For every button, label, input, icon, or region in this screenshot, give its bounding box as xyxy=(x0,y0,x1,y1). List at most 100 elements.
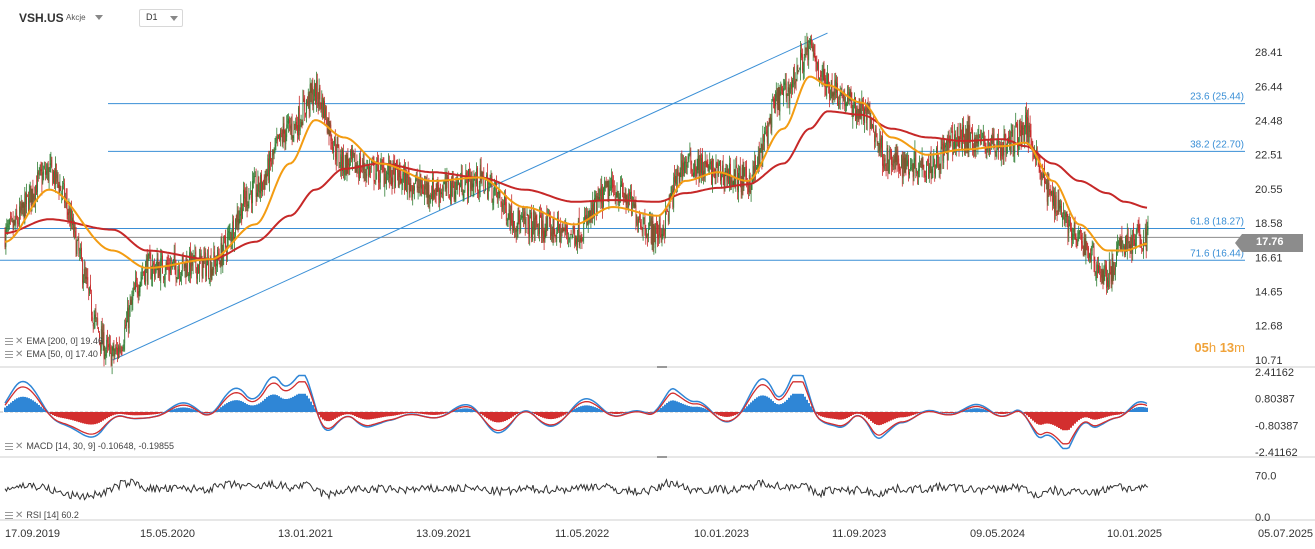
date-tick-label: 17.09.2019 xyxy=(5,528,60,540)
symbol-dropdown-icon[interactable] xyxy=(95,15,103,20)
macd-histogram-bar xyxy=(374,412,376,419)
candle-body xyxy=(555,234,557,240)
macd-histogram-bar xyxy=(810,406,812,412)
candle-body xyxy=(946,140,947,146)
candle-body xyxy=(334,136,335,146)
macd-histogram-bar xyxy=(300,393,302,412)
candle-body xyxy=(810,38,811,45)
macd-histogram-bar xyxy=(662,406,664,412)
macd-histogram-bar xyxy=(590,405,592,412)
macd-histogram-bar xyxy=(208,412,210,414)
candle-body xyxy=(631,191,632,212)
rsi-legend[interactable]: ✕ RSI [14] 60.2 xyxy=(5,510,79,521)
macd-histogram-bar xyxy=(430,412,432,415)
candle-body xyxy=(1069,220,1071,226)
candle-body xyxy=(483,175,485,190)
candle-body xyxy=(807,43,809,60)
candle-body xyxy=(858,106,860,121)
candle-body xyxy=(924,175,926,177)
candle-body xyxy=(774,98,775,109)
macd-histogram-bar xyxy=(910,412,912,416)
close-icon[interactable]: ✕ xyxy=(15,336,24,347)
macd-histogram-bar xyxy=(1032,412,1034,421)
candle-body xyxy=(312,86,314,106)
candle-body xyxy=(794,82,796,86)
candle-body xyxy=(146,258,148,282)
macd-histogram-bar xyxy=(432,412,434,415)
price-tick-label: 10.71 xyxy=(1255,355,1283,367)
close-icon[interactable]: ✕ xyxy=(15,349,24,360)
candle-body xyxy=(790,83,792,88)
macd-histogram-bar xyxy=(576,407,578,412)
candle-body xyxy=(1109,261,1111,274)
ema50-legend[interactable]: ✕ EMA [50, 0] 17.40 xyxy=(5,349,98,360)
macd-histogram-bar xyxy=(306,395,308,412)
macd-histogram-bar xyxy=(624,412,626,413)
macd-tick-label: 2.41162 xyxy=(1255,367,1294,379)
settings-icon[interactable] xyxy=(5,512,13,519)
settings-icon[interactable] xyxy=(5,338,13,345)
macd-histogram-bar xyxy=(356,412,358,417)
timeframe-select[interactable]: D1 xyxy=(139,9,183,27)
settings-icon[interactable] xyxy=(5,443,13,450)
candle-body xyxy=(1018,120,1020,142)
candle-body xyxy=(158,266,160,276)
candle-body xyxy=(1071,227,1072,240)
close-icon[interactable]: ✕ xyxy=(15,441,24,452)
macd-histogram-bar xyxy=(828,412,830,419)
macd-histogram-bar xyxy=(1052,412,1054,425)
candle-body xyxy=(29,185,31,194)
candle-body xyxy=(1003,134,1005,156)
candle-body xyxy=(319,87,321,100)
macd-histogram-bar xyxy=(368,412,370,420)
close-icon[interactable]: ✕ xyxy=(15,510,24,521)
macd-histogram-bar xyxy=(802,393,804,412)
candle-body xyxy=(782,89,783,95)
ema200-legend[interactable]: ✕ EMA [200, 0] 19.46 xyxy=(5,336,103,347)
candle-body xyxy=(1065,213,1067,218)
candle-body xyxy=(416,178,418,188)
macd-pane[interactable] xyxy=(0,374,1148,450)
candle-body xyxy=(702,154,703,177)
candle-body xyxy=(36,184,37,195)
candle-body xyxy=(160,258,162,283)
macd-histogram-bar xyxy=(882,412,884,425)
candle-body xyxy=(134,286,135,291)
price-pane[interactable]: 23.6 (25.44)38.2 (22.70)61.8 (18.27)71.6… xyxy=(0,32,1245,375)
candle-body xyxy=(1079,230,1080,235)
candle-body xyxy=(138,291,140,296)
macd-histogram-bar xyxy=(494,412,496,423)
candle-body xyxy=(999,147,1000,148)
candle-body xyxy=(227,232,229,239)
macd-histogram-bar xyxy=(120,412,122,414)
candle-body xyxy=(212,267,214,270)
candle-body xyxy=(671,191,673,197)
candle-body xyxy=(410,183,412,184)
candle-body xyxy=(658,234,659,240)
macd-histogram-bar xyxy=(564,412,566,415)
candle-body xyxy=(194,252,196,255)
macd-histogram-bar xyxy=(22,396,24,412)
macd-histogram-bar xyxy=(216,410,218,412)
candle-body xyxy=(559,224,560,234)
candle-body xyxy=(936,147,937,168)
candle-body xyxy=(1107,277,1108,287)
candle-body xyxy=(5,226,7,247)
candle-body xyxy=(586,214,587,221)
candle-body xyxy=(217,252,219,259)
candle-body xyxy=(753,167,755,176)
macd-legend[interactable]: ✕ MACD [14, 30, 9] -0.10648, -0.19855 xyxy=(5,441,174,452)
candle-body xyxy=(457,181,459,186)
candle-body xyxy=(740,185,742,193)
symbol-label[interactable]: VSH.US xyxy=(19,11,64,25)
candle-body xyxy=(577,237,578,248)
settings-icon[interactable] xyxy=(5,351,13,358)
macd-histogram-bar xyxy=(916,412,918,414)
candle-body xyxy=(71,209,72,224)
candle-body xyxy=(291,123,293,137)
macd-histogram-bar xyxy=(532,412,534,414)
candle-body xyxy=(677,170,679,176)
rsi-pane[interactable] xyxy=(4,478,1149,501)
candle-body xyxy=(662,227,664,238)
